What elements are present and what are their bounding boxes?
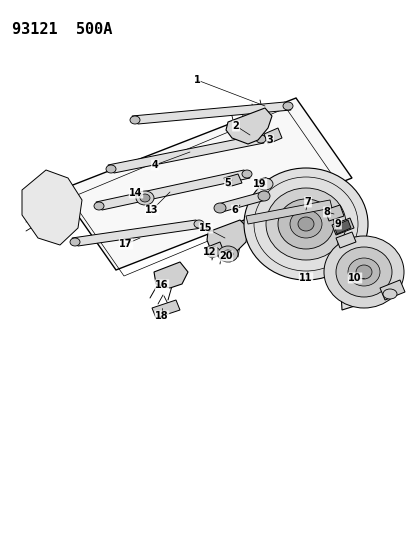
Text: 9: 9 [334, 219, 341, 229]
Polygon shape [225, 108, 271, 144]
Text: 18: 18 [155, 311, 169, 321]
Ellipse shape [297, 217, 313, 231]
Ellipse shape [289, 210, 321, 238]
Polygon shape [337, 240, 389, 310]
Ellipse shape [355, 265, 371, 279]
Ellipse shape [257, 191, 269, 201]
Polygon shape [264, 178, 337, 202]
Ellipse shape [194, 220, 204, 228]
Ellipse shape [218, 246, 237, 262]
Polygon shape [108, 135, 263, 173]
Ellipse shape [214, 203, 225, 213]
Ellipse shape [207, 247, 219, 257]
Polygon shape [96, 170, 249, 210]
Text: 5: 5 [224, 178, 231, 188]
Ellipse shape [323, 236, 403, 308]
Ellipse shape [266, 188, 345, 260]
Ellipse shape [140, 194, 150, 202]
Text: 2: 2 [232, 121, 239, 131]
Ellipse shape [347, 258, 379, 286]
Polygon shape [152, 300, 180, 318]
Polygon shape [223, 174, 242, 187]
Ellipse shape [242, 170, 252, 178]
Text: 11: 11 [299, 273, 312, 283]
Text: 12: 12 [203, 247, 216, 257]
Text: 17: 17 [119, 239, 133, 249]
Ellipse shape [256, 178, 272, 190]
Ellipse shape [130, 116, 140, 124]
Ellipse shape [382, 289, 396, 299]
Text: 13: 13 [145, 205, 158, 215]
Ellipse shape [70, 238, 80, 246]
Text: 15: 15 [199, 223, 212, 233]
Text: 19: 19 [253, 179, 266, 189]
Ellipse shape [282, 102, 292, 110]
Text: 20: 20 [219, 251, 232, 261]
Polygon shape [271, 246, 344, 268]
Polygon shape [154, 262, 188, 288]
Polygon shape [264, 178, 344, 268]
Text: 7: 7 [304, 197, 311, 207]
Ellipse shape [94, 202, 104, 210]
Text: 8: 8 [323, 207, 330, 217]
Text: 3: 3 [266, 135, 273, 145]
Polygon shape [218, 192, 266, 212]
Ellipse shape [106, 165, 116, 173]
Polygon shape [263, 128, 281, 144]
Polygon shape [331, 218, 353, 235]
Text: 14: 14 [129, 188, 142, 198]
Text: 1: 1 [193, 75, 200, 85]
Ellipse shape [243, 168, 367, 280]
Polygon shape [335, 232, 355, 248]
Ellipse shape [136, 191, 154, 205]
Text: 93121  500A: 93121 500A [12, 22, 112, 37]
Polygon shape [204, 242, 223, 258]
Ellipse shape [335, 247, 391, 297]
Polygon shape [324, 205, 343, 221]
Polygon shape [245, 200, 331, 224]
Text: 6: 6 [231, 205, 238, 215]
Polygon shape [72, 220, 202, 246]
Text: 16: 16 [155, 280, 169, 290]
Ellipse shape [255, 135, 266, 143]
Polygon shape [132, 102, 290, 124]
Polygon shape [379, 280, 404, 300]
Polygon shape [60, 98, 351, 270]
Polygon shape [333, 220, 350, 234]
Text: 10: 10 [347, 273, 361, 283]
Ellipse shape [277, 199, 333, 249]
Ellipse shape [223, 250, 233, 258]
Polygon shape [22, 170, 82, 245]
Polygon shape [206, 220, 247, 255]
Text: 4: 4 [151, 160, 158, 170]
